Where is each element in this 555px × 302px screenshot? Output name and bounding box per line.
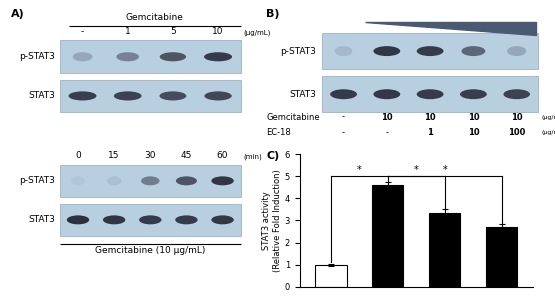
FancyBboxPatch shape [60, 40, 241, 73]
Text: 10: 10 [468, 128, 479, 137]
Ellipse shape [67, 215, 89, 224]
Text: (min): (min) [243, 154, 262, 160]
Ellipse shape [141, 176, 159, 185]
Text: -: - [342, 113, 345, 122]
Text: A): A) [11, 9, 25, 19]
Text: *: * [357, 165, 362, 175]
FancyBboxPatch shape [60, 165, 241, 197]
Text: p-STAT3: p-STAT3 [280, 47, 316, 56]
Text: Gemcitabine: Gemcitabine [266, 113, 320, 122]
Ellipse shape [211, 176, 234, 185]
Ellipse shape [176, 176, 197, 185]
Ellipse shape [204, 91, 232, 101]
Y-axis label: STAT3 activity
(Relative Fold Induction): STAT3 activity (Relative Fold Induction) [263, 169, 282, 272]
FancyBboxPatch shape [60, 80, 241, 112]
Ellipse shape [103, 215, 125, 224]
Ellipse shape [211, 215, 234, 224]
Ellipse shape [175, 215, 198, 224]
Text: Gemcitabine (10 µg/mL): Gemcitabine (10 µg/mL) [95, 246, 205, 255]
Text: STAT3: STAT3 [28, 215, 55, 224]
Ellipse shape [159, 91, 186, 101]
Ellipse shape [204, 52, 232, 61]
Text: STAT3: STAT3 [28, 92, 55, 101]
Bar [315, 265, 347, 287]
Ellipse shape [417, 46, 443, 56]
Ellipse shape [461, 46, 486, 56]
Ellipse shape [417, 89, 443, 99]
FancyBboxPatch shape [60, 204, 241, 236]
Text: 5: 5 [170, 27, 176, 36]
Ellipse shape [330, 89, 357, 99]
Text: 1: 1 [427, 128, 433, 137]
Ellipse shape [139, 215, 162, 224]
Bar [429, 213, 460, 287]
Ellipse shape [114, 91, 142, 101]
Text: B): B) [266, 9, 280, 19]
Text: EC-18: EC-18 [266, 128, 291, 137]
Text: (µg/mL): (µg/mL) [541, 130, 555, 135]
Polygon shape [365, 22, 536, 35]
Text: 10: 10 [468, 113, 479, 122]
Text: -: - [342, 128, 345, 137]
Text: 100: 100 [508, 128, 526, 137]
Text: p-STAT3: p-STAT3 [19, 52, 55, 61]
Ellipse shape [507, 46, 526, 56]
Ellipse shape [335, 46, 352, 56]
Text: 10: 10 [381, 113, 392, 122]
Text: 60: 60 [217, 151, 228, 160]
Text: *: * [414, 165, 418, 175]
Text: 10: 10 [511, 113, 522, 122]
Text: *: * [442, 165, 447, 175]
Bar [372, 185, 403, 287]
Text: -: - [81, 27, 84, 36]
Text: 15: 15 [108, 151, 120, 160]
Text: 10: 10 [425, 113, 436, 122]
Text: (µg/mL): (µg/mL) [243, 30, 270, 36]
Text: Gemcitabine: Gemcitabine [126, 13, 184, 22]
Text: 1: 1 [125, 27, 130, 36]
Text: 45: 45 [181, 151, 192, 160]
Ellipse shape [68, 91, 97, 101]
Text: 0: 0 [75, 151, 81, 160]
FancyBboxPatch shape [322, 76, 538, 112]
Text: STAT3: STAT3 [290, 90, 316, 99]
Ellipse shape [374, 89, 400, 99]
Text: -: - [385, 128, 388, 137]
Ellipse shape [160, 52, 186, 61]
Ellipse shape [503, 89, 530, 99]
Ellipse shape [73, 52, 93, 61]
Ellipse shape [460, 89, 487, 99]
Bar [486, 227, 517, 287]
Text: 30: 30 [144, 151, 156, 160]
Text: C): C) [266, 151, 280, 161]
Text: (µg/mL): (µg/mL) [541, 114, 555, 120]
FancyBboxPatch shape [322, 33, 538, 69]
Ellipse shape [117, 52, 139, 61]
Ellipse shape [107, 176, 122, 185]
Ellipse shape [374, 46, 400, 56]
Text: p-STAT3: p-STAT3 [19, 176, 55, 185]
Text: 10: 10 [213, 27, 224, 36]
